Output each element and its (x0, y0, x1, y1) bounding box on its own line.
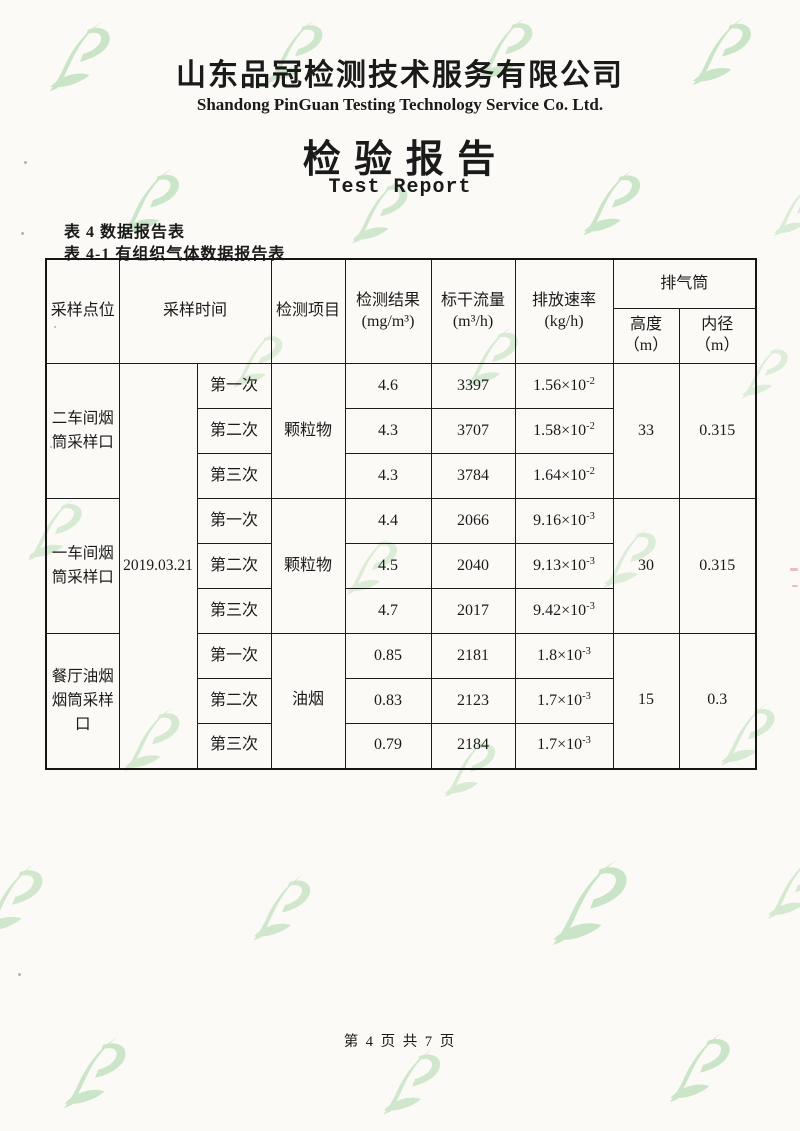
rate-exponent: -2 (586, 420, 595, 432)
result-value-cell: 4.6 (344, 363, 432, 409)
sampling-point-cell: 二车间烟筒采样口 (45, 363, 120, 499)
header-test-item: 检测项目 (270, 258, 346, 364)
pinguan-leaf-logo-watermark (542, 855, 638, 951)
rate-exponent: -2 (586, 375, 595, 387)
scan-speck (24, 161, 27, 164)
header-emission-rate: 排放速率 (kg/h) (514, 258, 614, 364)
result-value-cell: 4.5 (344, 543, 432, 589)
stack-diameter-cell: 0.315 (678, 363, 757, 499)
run-sequence-cell: 第一次 (196, 498, 272, 544)
result-value-cell: 0.83 (344, 678, 432, 724)
rate-value-cell: 1.8×10-3 (514, 633, 614, 679)
rate-exponent: -3 (586, 555, 595, 567)
header-sampling-point: 采样点位 (45, 258, 120, 364)
flow-value-cell: 2040 (430, 543, 516, 589)
company-name-en: Shandong PinGuan Testing Technology Serv… (196, 95, 604, 114)
result-value-cell: 0.85 (344, 633, 432, 679)
run-sequence-cell: 第二次 (196, 678, 272, 724)
rate-value-cell: 9.16×10-3 (514, 498, 614, 544)
stack-height-cell: 15 (612, 633, 680, 769)
company-name-cn: 山东品冠检测技术服务有限公司 (176, 59, 624, 92)
header-stack-diameter: 内径 （m） (678, 308, 757, 364)
run-sequence-cell: 第三次 (196, 723, 272, 769)
scan-pink-mark (790, 568, 798, 571)
stack-diameter-cell: 0.3 (678, 633, 757, 769)
scan-speck (21, 232, 24, 235)
header-exhaust-stack: 排气筒 (612, 258, 757, 309)
header-stack-height: 高度 （m） (612, 308, 680, 364)
rate-value-cell: 1.7×10-3 (514, 723, 614, 769)
run-sequence-cell: 第三次 (196, 588, 272, 634)
test-item-cell: 油烟 (270, 633, 346, 769)
rate-exponent: -3 (582, 735, 591, 747)
pinguan-leaf-logo-watermark (760, 853, 800, 923)
run-sequence-cell: 第一次 (196, 363, 272, 409)
result-value-cell: 4.4 (344, 498, 432, 544)
result-value-cell: 4.7 (344, 588, 432, 634)
stack-diameter-cell: 0.315 (678, 498, 757, 634)
flow-value-cell: 2066 (430, 498, 516, 544)
rate-value-cell: 1.58×10-2 (514, 408, 614, 454)
sampling-point-cell: 一车间烟筒采样口 (45, 498, 120, 634)
flow-value-cell: 3784 (430, 453, 516, 499)
table-row: 一车间烟筒采样口 第一次 颗粒物 4.4 2066 9.16×10-3 30 0.315 (45, 498, 757, 634)
scan-speck (18, 973, 21, 976)
test-item-cell: 颗粒物 (270, 363, 346, 499)
rate-value-cell: 9.13×10-3 (514, 543, 614, 589)
flow-value-cell: 2017 (430, 588, 516, 634)
table-row: 第二次 4.3 3707 1.58×10-2 (46, 408, 756, 454)
run-sequence-cell: 第一次 (196, 633, 272, 679)
flow-value-cell: 2181 (430, 633, 516, 679)
flow-value-cell: 2123 (430, 678, 516, 724)
run-sequence-cell: 第二次 (196, 408, 272, 454)
rate-exponent: -3 (582, 645, 591, 657)
page-number: 第 4 页 共 7 页 (343, 1034, 457, 1050)
scan-speck (50, 446, 52, 448)
run-sequence-cell: 第二次 (196, 543, 272, 589)
table-row: 二车间烟筒采样口 2019.03.21 第一次 颗粒物 4.6 3397 1.56×10-2… (45, 363, 757, 769)
result-value-cell: 0.79 (344, 723, 432, 769)
result-value-cell: 4.3 (344, 453, 432, 499)
report-title-cn: 检 验 报 告 (302, 139, 498, 181)
rate-value-cell: 1.56×10-2 (514, 363, 614, 409)
result-value-cell: 4.3 (344, 408, 432, 454)
pinguan-leaf-logo-watermark (375, 1045, 449, 1119)
rate-exponent: -3 (586, 600, 595, 612)
sample-date-cell: 2019.03.21 (118, 363, 198, 769)
rate-value-cell: 1.64×10-2 (514, 453, 614, 499)
scan-pink-mark (792, 585, 798, 587)
rate-exponent: -3 (582, 690, 591, 702)
flow-value-cell: 2184 (430, 723, 516, 769)
header-sampling-time: 采样时间 (118, 258, 272, 364)
rate-exponent: -3 (586, 510, 595, 522)
header-std-dry-flow: 标干流量 (m³/h) (430, 258, 516, 364)
table-row: 第三次 0.79 2184 1.7×10-3 (46, 723, 756, 769)
stack-height-cell: 30 (612, 498, 680, 634)
header-test-result: 检测结果 (mg/m³) (344, 258, 432, 364)
flow-value-cell: 3397 (430, 363, 516, 409)
rate-exponent: -2 (586, 465, 595, 477)
pinguan-leaf-logo-watermark (245, 871, 319, 945)
test-item-cell: 颗粒物 (270, 498, 346, 634)
flow-value-cell: 3707 (430, 408, 516, 454)
table-row: 餐厅油烟烟筒采样口 第一次 油烟 0.85 2181 1.8×10-3 15 0.3 (45, 633, 757, 769)
stack-height-cell: 33 (612, 363, 680, 499)
run-sequence-cell: 第三次 (196, 453, 272, 499)
data-report-table: 采样点位 采样时间 检测项目 检测结果 (mg/m³) 标干流量 (m³/h) … (45, 258, 758, 770)
table-caption-main: 表 4 数据报告表 (64, 224, 186, 241)
report-title-en: Test Report (328, 176, 472, 199)
rate-value-cell: 1.7×10-3 (514, 678, 614, 724)
pinguan-leaf-logo-watermark (0, 860, 52, 940)
sampling-point-cell: 餐厅油烟烟筒采样口 (45, 633, 120, 769)
rate-value-cell: 9.42×10-3 (514, 588, 614, 634)
scan-speck (54, 326, 56, 328)
